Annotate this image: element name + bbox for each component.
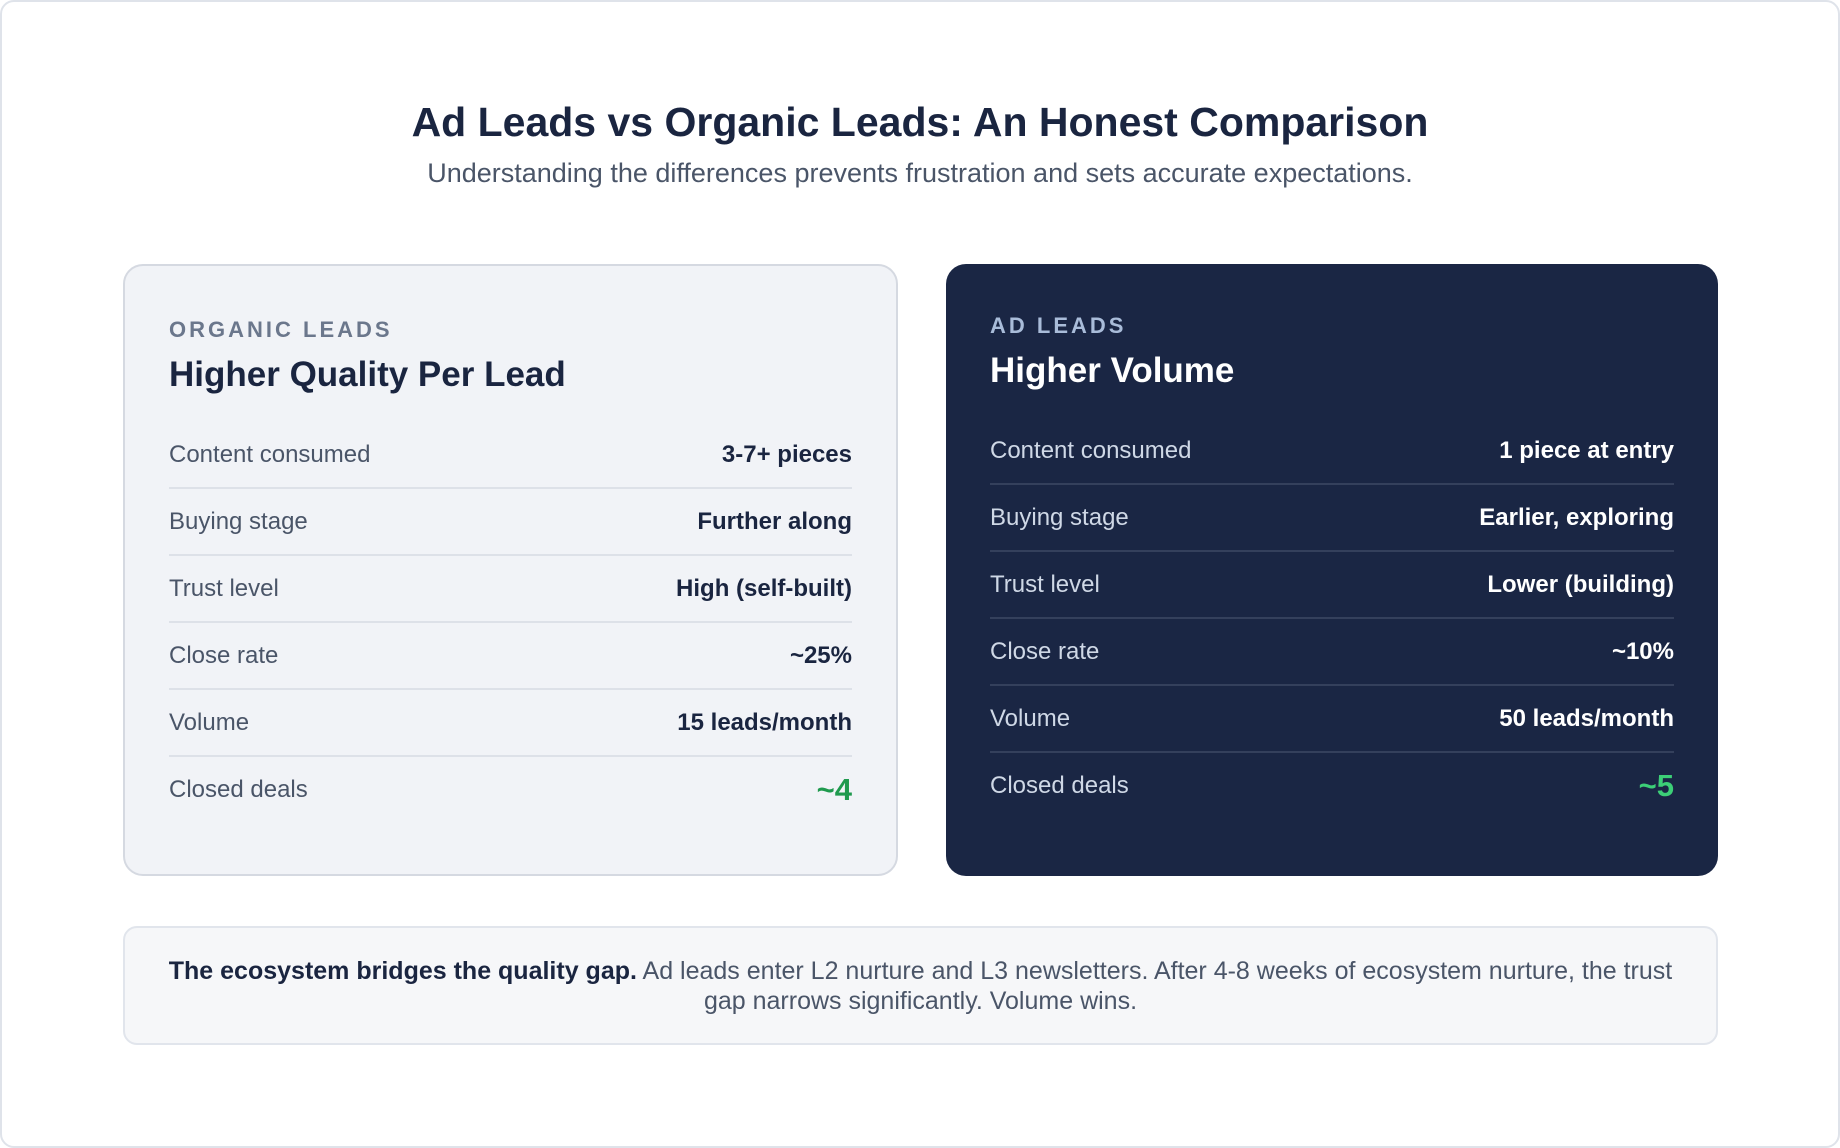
- summary-text: The ecosystem bridges the quality gap. A…: [165, 956, 1676, 1016]
- row-value: ~10%: [1611, 637, 1674, 665]
- row-label: Trust level: [990, 570, 1100, 598]
- row-value: Further along: [697, 507, 852, 535]
- organic-card-title: Higher Quality Per Lead: [169, 355, 566, 394]
- organic-row-content-consumed: Content consumed 3-7+ pieces: [169, 422, 852, 489]
- organic-row-buying-stage: Buying stage Further along: [169, 489, 852, 556]
- ad-card-title: Higher Volume: [990, 351, 1235, 390]
- row-value: ~25%: [789, 641, 852, 669]
- organic-row-volume: Volume 15 leads/month: [169, 690, 852, 757]
- page-title: Ad Leads vs Organic Leads: An Honest Com…: [411, 99, 1429, 145]
- ad-row-close-rate: Close rate ~10%: [990, 619, 1674, 686]
- row-label: Volume: [990, 704, 1071, 732]
- organic-row-closed-deals: Closed deals ~4: [169, 757, 852, 822]
- row-value: 15 leads/month: [677, 708, 852, 736]
- page-header: Ad Leads vs Organic Leads: An Honest Com…: [0, 98, 1840, 190]
- closed-deals-value: ~5: [1638, 767, 1674, 803]
- row-value: Earlier, exploring: [1479, 503, 1674, 531]
- ad-row-buying-stage: Buying stage Earlier, exploring: [990, 485, 1674, 552]
- organic-metrics-list: Content consumed 3-7+ pieces Buying stag…: [169, 422, 852, 822]
- page-subtitle: Understanding the differences prevents f…: [427, 158, 1413, 188]
- organic-card-eyebrow: ORGANIC LEADS: [169, 317, 393, 342]
- ad-row-content-consumed: Content consumed 1 piece at entry: [990, 418, 1674, 485]
- ad-metrics-list: Content consumed 1 piece at entry Buying…: [990, 418, 1674, 818]
- row-value: 3-7+ pieces: [721, 440, 852, 468]
- row-value: 50 leads/month: [1499, 704, 1674, 732]
- row-value: High (self-built): [676, 574, 852, 602]
- ad-row-closed-deals: Closed deals ~5: [990, 753, 1674, 818]
- row-label: Volume: [169, 708, 250, 736]
- organic-row-trust-level: Trust level High (self-built): [169, 556, 852, 623]
- ad-leads-card: AD LEADS Higher Volume Content consumed …: [946, 264, 1718, 876]
- row-value: Lower (building): [1487, 570, 1674, 598]
- row-label: Close rate: [169, 641, 279, 669]
- ad-card-eyebrow: AD LEADS: [990, 313, 1127, 338]
- organic-leads-card: ORGANIC LEADS Higher Quality Per Lead Co…: [123, 264, 898, 876]
- ad-row-volume: Volume 50 leads/month: [990, 686, 1674, 753]
- ad-row-trust-level: Trust level Lower (building): [990, 552, 1674, 619]
- row-label: Content consumed: [169, 440, 371, 468]
- row-value: 1 piece at entry: [1499, 436, 1674, 464]
- row-label: Content consumed: [990, 436, 1192, 464]
- row-label: Closed deals: [990, 771, 1129, 799]
- row-label: Close rate: [990, 637, 1100, 665]
- organic-row-close-rate: Close rate ~25%: [169, 623, 852, 690]
- summary-body: Ad leads enter L2 nurture and L3 newslet…: [636, 956, 1673, 1015]
- summary-callout: The ecosystem bridges the quality gap. A…: [123, 926, 1718, 1045]
- closed-deals-value: ~4: [816, 771, 852, 807]
- row-label: Buying stage: [990, 503, 1129, 531]
- row-label: Closed deals: [169, 775, 308, 803]
- row-label: Buying stage: [169, 507, 308, 535]
- row-label: Trust level: [169, 574, 279, 602]
- summary-strong: The ecosystem bridges the quality gap.: [168, 956, 637, 985]
